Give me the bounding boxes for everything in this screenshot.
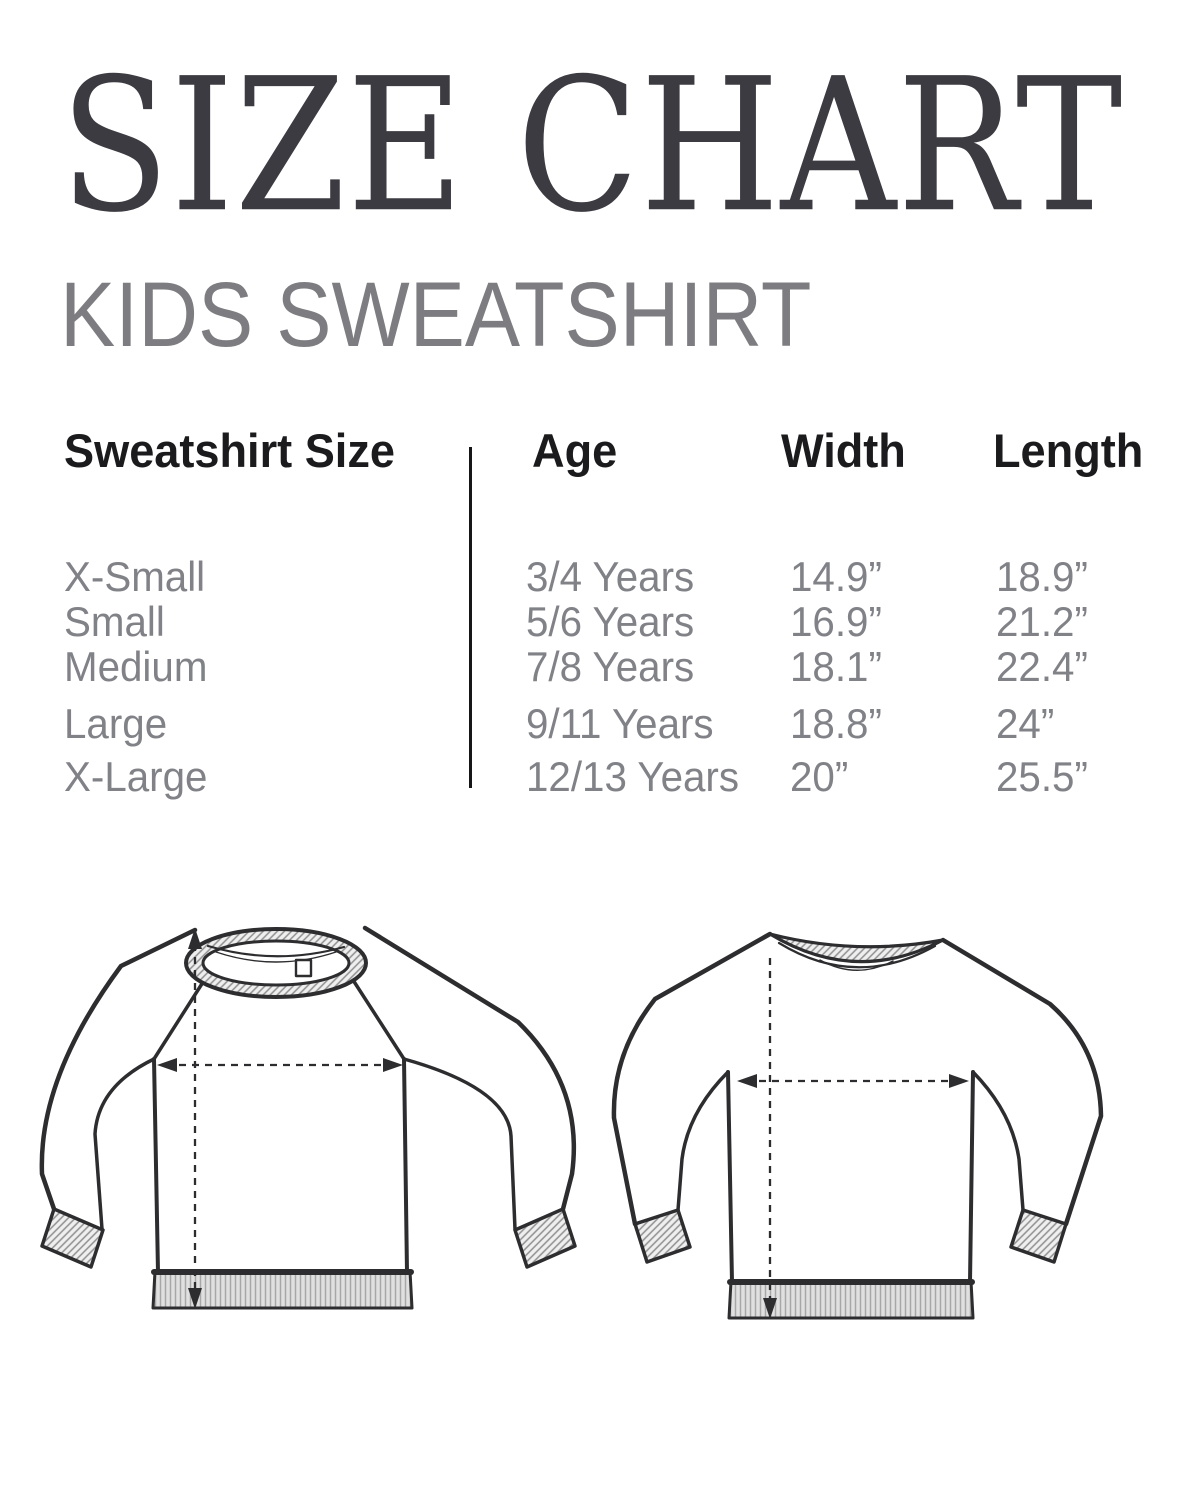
front-back-neck-stitch [215, 951, 337, 963]
col-header-length: Length [993, 424, 1144, 477]
front-left-sleeve-outer [39, 927, 198, 1212]
col-header-size: Sweatshirt Size [64, 424, 396, 477]
front-right-sleeve-outer [362, 925, 577, 1212]
back-right-sleeve-inner [971, 1070, 1025, 1212]
front-neck-label [294, 958, 313, 978]
cell-length: 18.9” [996, 553, 1088, 600]
front-width-arrow-right [383, 1058, 403, 1072]
back-body-right-edge [968, 1070, 975, 1284]
front-right-sleeve-inner [402, 1057, 517, 1231]
cell-width: 18.8” [790, 700, 882, 747]
back-left-cuff [633, 1208, 692, 1264]
front-left-cuff [40, 1207, 105, 1269]
cell-length: 25.5” [996, 753, 1088, 800]
front-left-raglan-seam [152, 977, 207, 1061]
front-body-left-edge [152, 1057, 160, 1274]
cell-width: 18.1” [790, 643, 882, 690]
front-back-neck-seam [206, 944, 346, 958]
back-collar-seam [777, 941, 937, 969]
front-collar-opening [201, 939, 351, 987]
col-header-width: Width [781, 424, 906, 477]
back-left-sleeve-outer [611, 931, 773, 1227]
front-right-raglan-seam [351, 978, 406, 1061]
front-length-arrow-down [188, 1288, 202, 1309]
cell-length: 22.4” [996, 643, 1088, 690]
back-right-cuff [1009, 1208, 1068, 1264]
cell-width: 20” [790, 753, 849, 800]
back-width-arrow-left [737, 1074, 757, 1088]
back-left-sleeve-inner [676, 1070, 730, 1212]
cell-age: 3/4 Years [526, 553, 695, 600]
cell-age: 12/13 Years [526, 753, 739, 800]
front-length-arrow-up [188, 928, 202, 949]
cell-age: 5/6 Years [526, 598, 695, 645]
table-row: Small 5/6 Years 16.9” 21.2” [0, 601, 1200, 651]
cell-width: 14.9” [790, 553, 882, 600]
cell-size: X-Small [64, 553, 206, 600]
cell-length: 24” [996, 700, 1055, 747]
back-collar-rib [768, 932, 945, 964]
sweatshirt-front-diagram [39, 925, 577, 1310]
table-row: Medium 7/8 Years 18.1” 22.4” [0, 646, 1200, 696]
back-body-left-edge [726, 1070, 734, 1284]
front-body-right-edge [402, 1057, 409, 1274]
cell-size: Large [64, 700, 168, 747]
cell-length: 21.2” [996, 598, 1088, 645]
table-row: X-Small 3/4 Years 14.9” 18.9” [0, 556, 1200, 606]
table-divider-line [469, 447, 472, 788]
front-left-sleeve-inner [93, 1057, 156, 1231]
back-collar-stitch [819, 959, 894, 971]
table-header-row: Sweatshirt Size Age Width Length [0, 427, 1200, 483]
back-width-arrow-right [949, 1074, 969, 1088]
page-subtitle: KIDS SWEATSHIRT [60, 264, 812, 366]
front-width-arrow-left [157, 1058, 177, 1072]
col-header-age: Age [532, 424, 618, 477]
cell-size: Medium [64, 643, 208, 690]
cell-width: 16.9” [790, 598, 882, 645]
back-right-sleeve-outer [940, 937, 1104, 1227]
sweatshirt-back-diagram [611, 931, 1104, 1320]
cell-age: 9/11 Years [526, 700, 714, 747]
table-row: X-Large 12/13 Years 20” 25.5” [0, 756, 1200, 806]
table-row: Large 9/11 Years 18.8” 24” [0, 703, 1200, 753]
front-right-cuff [513, 1207, 577, 1269]
cell-age: 7/8 Years [526, 643, 695, 690]
page-title: SIZE CHART [60, 37, 1124, 253]
back-length-arrow-down [763, 1298, 777, 1319]
cell-size: Small [64, 598, 165, 645]
cell-size: X-Large [64, 753, 208, 800]
